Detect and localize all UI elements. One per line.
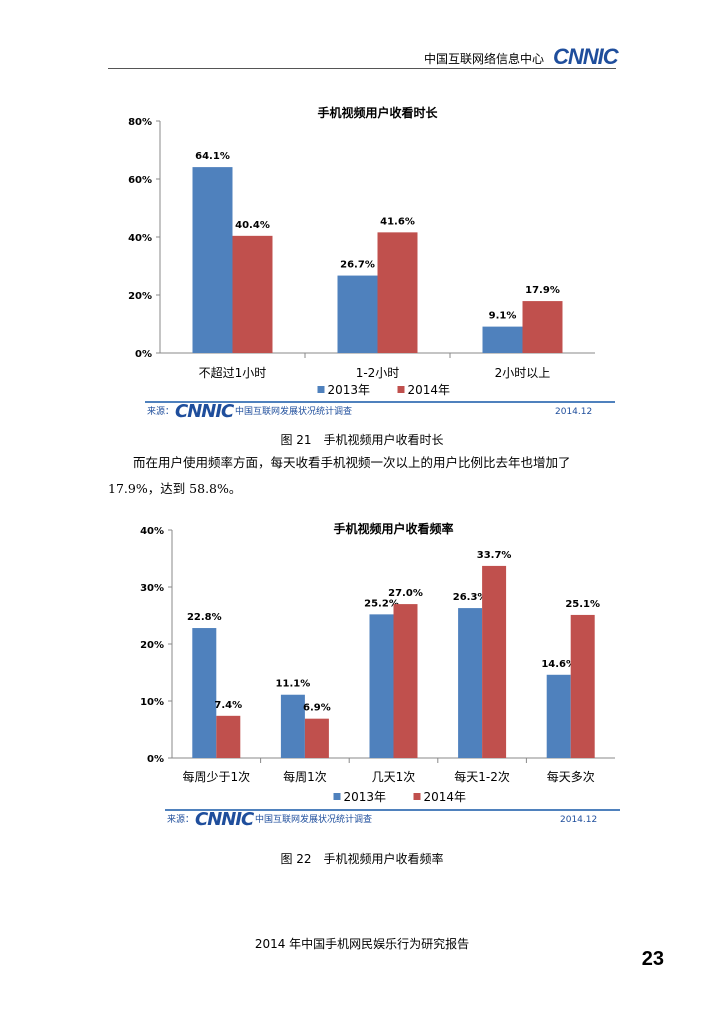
data-label: 9.1% <box>489 311 517 322</box>
figure-22-caption: 图 22 手机视频用户收看频率 <box>280 852 444 866</box>
figure-21-caption: 图 21 手机视频用户收看时长 <box>280 433 444 447</box>
chart-title: 手机视频用户收看时长 <box>317 105 438 120</box>
bar-2013 <box>458 608 483 758</box>
bar-2013 <box>280 694 305 758</box>
data-label: 17.9% <box>525 285 560 296</box>
chart-title: 手机视频用户收看频率 <box>333 521 453 536</box>
data-label: 64.1% <box>195 151 230 162</box>
bar-2014 <box>377 232 418 353</box>
data-label: 26.7% <box>340 260 375 271</box>
legend-label: 2014年 <box>424 790 467 804</box>
x-category-label: 几天1次 <box>372 770 416 784</box>
data-label: 6.9% <box>303 703 331 714</box>
bar-2013 <box>369 614 394 758</box>
footer-title: 2014 年中国手机网民娱乐行为研究报告 <box>254 937 470 951</box>
y-tick-label: 60% <box>128 175 152 186</box>
legend-label: 2014年 <box>408 383 451 397</box>
x-category-label: 不超过1小时 <box>199 365 267 380</box>
bar-2014 <box>216 715 241 758</box>
x-category-label: 每天多次 <box>547 769 595 784</box>
bar-2014 <box>304 718 329 758</box>
y-tick-label: 40% <box>140 526 164 537</box>
cnnic-logo: CNNIC <box>553 44 619 69</box>
y-tick-label: 20% <box>128 291 152 302</box>
page-number: 23 <box>641 948 664 970</box>
source-date: 2014.12 <box>560 815 597 825</box>
cnnic-logo: CNNIC <box>195 809 255 830</box>
legend-swatch <box>317 386 325 393</box>
x-category-label: 1-2小时 <box>356 366 400 380</box>
bar-2014 <box>393 604 418 758</box>
x-category-label: 每周1次 <box>283 769 327 784</box>
header-divider <box>108 68 616 69</box>
x-category-label: 2小时以上 <box>495 366 551 380</box>
y-tick-label: 20% <box>140 640 164 651</box>
y-tick-label: 10% <box>140 697 164 708</box>
source-label: 来源： <box>167 814 194 825</box>
data-label: 25.2% <box>364 598 399 609</box>
bar-2014 <box>482 565 507 758</box>
source-org: 中国互联网发展状况统计调查 <box>255 813 372 825</box>
source-label: 来源： <box>147 406 174 417</box>
data-label: 14.6% <box>541 659 576 670</box>
data-label: 22.8% <box>187 612 222 623</box>
legend-label: 2013年 <box>328 383 371 397</box>
data-label: 11.1% <box>276 679 311 690</box>
data-label: 7.4% <box>214 700 242 711</box>
x-category-label: 每周少于1次 <box>182 769 250 784</box>
data-label: 41.6% <box>380 216 415 227</box>
bar-2013 <box>337 275 378 353</box>
bar-2013 <box>192 167 233 353</box>
cnnic-logo: CNNIC <box>175 401 235 422</box>
header-org: 中国互联网络信息中心 <box>423 52 544 66</box>
bar-2014 <box>522 301 563 353</box>
bar-2013 <box>546 674 571 758</box>
y-tick-label: 30% <box>140 583 164 594</box>
x-category-label: 每天1-2次 <box>454 769 510 784</box>
legend-swatch <box>333 793 341 800</box>
data-label: 33.7% <box>477 550 512 561</box>
data-label: 25.1% <box>565 599 600 610</box>
bar-2013 <box>192 628 217 758</box>
source-date: 2014.12 <box>555 407 592 417</box>
bar-2013 <box>482 326 523 353</box>
legend-swatch <box>413 793 421 800</box>
source-org: 中国互联网发展状况统计调查 <box>235 405 352 417</box>
legend-label: 2013年 <box>344 790 387 804</box>
y-tick-label: 40% <box>128 233 152 244</box>
data-label: 27.0% <box>388 588 423 599</box>
y-tick-label: 0% <box>147 754 164 765</box>
bar-2014 <box>570 614 595 758</box>
bar-2014 <box>232 235 273 353</box>
body-paragraph: 而在用户使用频率方面，每天收看手机视频一次以上的用户比例比去年也增加了 17.9… <box>108 455 571 496</box>
legend-swatch <box>397 386 405 393</box>
y-tick-label: 0% <box>135 349 152 360</box>
y-tick-label: 80% <box>128 117 152 128</box>
data-label: 40.4% <box>235 220 270 231</box>
data-label: 26.3% <box>453 592 488 603</box>
